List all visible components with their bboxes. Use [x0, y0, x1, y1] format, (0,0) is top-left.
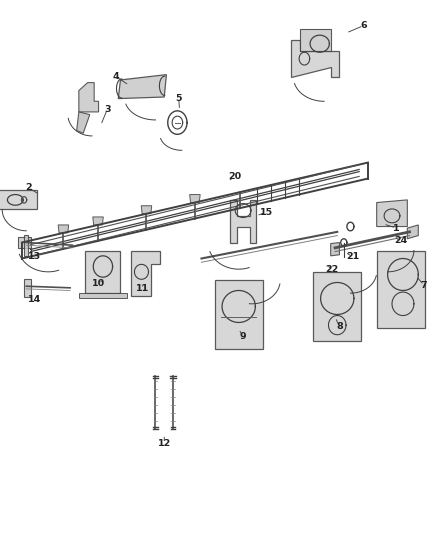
Polygon shape	[24, 235, 28, 256]
Text: 15: 15	[260, 208, 273, 216]
Polygon shape	[407, 225, 418, 239]
Polygon shape	[58, 225, 69, 233]
Polygon shape	[313, 272, 361, 341]
Polygon shape	[141, 206, 152, 214]
Text: 5: 5	[176, 94, 182, 102]
Text: 13: 13	[28, 253, 41, 261]
Text: 21: 21	[346, 253, 359, 261]
Polygon shape	[79, 83, 99, 112]
Text: 7: 7	[420, 281, 427, 289]
Polygon shape	[0, 190, 37, 209]
Polygon shape	[131, 251, 160, 296]
Text: 6: 6	[360, 21, 367, 30]
Text: 1: 1	[393, 224, 400, 232]
Polygon shape	[118, 75, 166, 99]
Polygon shape	[377, 251, 425, 328]
Text: 20: 20	[228, 173, 241, 181]
Text: 3: 3	[104, 105, 110, 114]
Text: 11: 11	[136, 285, 149, 293]
Polygon shape	[24, 279, 31, 297]
Polygon shape	[190, 195, 200, 203]
Polygon shape	[230, 200, 256, 243]
Text: 2: 2	[25, 183, 32, 192]
Polygon shape	[291, 40, 339, 77]
Polygon shape	[215, 280, 263, 349]
Text: 8: 8	[336, 322, 343, 330]
Text: 4: 4	[113, 72, 120, 81]
Polygon shape	[85, 251, 120, 293]
Polygon shape	[93, 217, 103, 225]
Text: 14: 14	[28, 295, 41, 304]
Polygon shape	[331, 243, 339, 256]
Text: 12: 12	[158, 439, 171, 448]
Text: 10: 10	[92, 279, 105, 288]
Polygon shape	[377, 200, 407, 227]
Polygon shape	[300, 29, 331, 51]
Text: 9: 9	[240, 333, 247, 341]
Polygon shape	[18, 237, 31, 248]
Polygon shape	[77, 112, 90, 133]
Text: 24: 24	[394, 237, 407, 245]
Text: 22: 22	[325, 265, 339, 273]
Polygon shape	[79, 293, 127, 298]
